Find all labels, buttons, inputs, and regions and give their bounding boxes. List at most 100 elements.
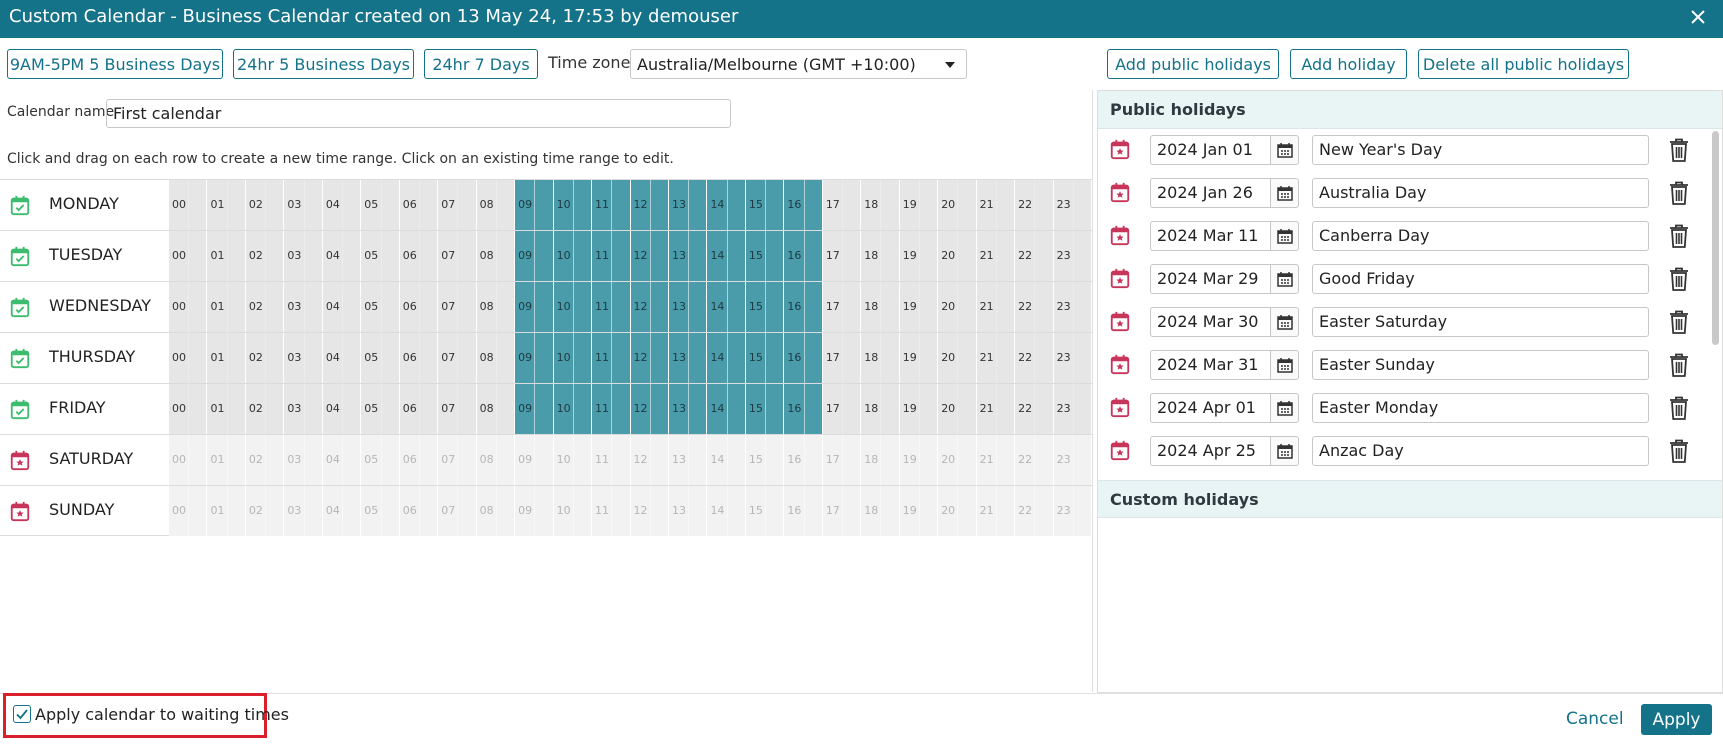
- hour-cell[interactable]: 11: [592, 384, 631, 434]
- hour-cell[interactable]: 20: [938, 384, 977, 434]
- hour-cell[interactable]: 09: [515, 384, 554, 434]
- hour-cell[interactable]: 23: [1053, 180, 1093, 230]
- preset-9am-5pm-button[interactable]: 9AM-5PM 5 Business Days: [7, 49, 223, 79]
- hour-cell[interactable]: 21: [976, 435, 1016, 485]
- holiday-date-input[interactable]: 2024 Mar 30: [1150, 307, 1270, 337]
- hour-cell[interactable]: 21: [976, 384, 1016, 434]
- hour-cell[interactable]: 23: [1053, 384, 1093, 434]
- hour-cell[interactable]: 01: [207, 486, 246, 536]
- hour-cell[interactable]: 13: [668, 282, 708, 332]
- hour-cell[interactable]: 16: [784, 384, 823, 434]
- hour-cell[interactable]: 14: [707, 486, 746, 536]
- holiday-date-input[interactable]: 2024 Mar 11: [1150, 221, 1270, 251]
- hour-cell[interactable]: 18: [861, 282, 900, 332]
- hour-cell[interactable]: 03: [284, 231, 323, 281]
- hour-cell[interactable]: 06: [399, 333, 439, 383]
- hour-cell[interactable]: 23: [1053, 231, 1093, 281]
- hour-cell[interactable]: 20: [938, 282, 977, 332]
- hour-cell[interactable]: 03: [284, 282, 323, 332]
- hour-cell[interactable]: 17: [822, 231, 862, 281]
- hour-cell[interactable]: 04: [322, 333, 362, 383]
- hour-cell[interactable]: 06: [399, 384, 439, 434]
- hour-cell[interactable]: 17: [822, 384, 862, 434]
- hour-cell[interactable]: 03: [284, 384, 323, 434]
- hour-cell[interactable]: 06: [399, 435, 439, 485]
- hour-cell[interactable]: 12: [630, 282, 669, 332]
- apply-waiting-times-checkbox[interactable]: [13, 705, 31, 723]
- hour-cell[interactable]: 12: [630, 486, 669, 536]
- holidays-scrollbar[interactable]: [1712, 131, 1719, 345]
- holiday-date-input[interactable]: 2024 Apr 01: [1150, 393, 1270, 423]
- calendar-picker-button[interactable]: [1270, 350, 1299, 380]
- holiday-name-input[interactable]: New Year's Day: [1312, 135, 1649, 165]
- hour-cell[interactable]: 03: [284, 333, 323, 383]
- hour-cell[interactable]: 03: [284, 486, 323, 536]
- hour-cell[interactable]: 13: [668, 333, 708, 383]
- hour-cell[interactable]: 02: [245, 282, 285, 332]
- hour-cell[interactable]: 04: [322, 180, 362, 230]
- trash-icon[interactable]: [1667, 223, 1691, 249]
- hour-cell[interactable]: 12: [630, 180, 669, 230]
- hour-cell[interactable]: 06: [399, 282, 439, 332]
- hour-cells[interactable]: 00 01 02 03 04 05 06 07 08 09 10 11 12 13 14 15 16 17 18 19…: [169, 384, 1093, 434]
- hour-cell[interactable]: 07: [438, 333, 477, 383]
- hour-cell[interactable]: 22: [1015, 231, 1054, 281]
- holiday-name-input[interactable]: Canberra Day: [1312, 221, 1649, 251]
- hour-cell[interactable]: 21: [976, 333, 1016, 383]
- hour-cell[interactable]: 15: [745, 435, 785, 485]
- hour-cell[interactable]: 02: [245, 333, 285, 383]
- trash-icon[interactable]: [1667, 352, 1691, 378]
- hour-cell[interactable]: 04: [322, 282, 362, 332]
- hour-cell[interactable]: 13: [668, 435, 708, 485]
- hour-cell[interactable]: 05: [361, 435, 400, 485]
- hour-cell[interactable]: 18: [861, 333, 900, 383]
- hour-cell[interactable]: 16: [784, 180, 823, 230]
- hour-cell[interactable]: 23: [1053, 486, 1093, 536]
- hour-cell[interactable]: 08: [476, 231, 516, 281]
- apply-waiting-times-option[interactable]: Apply calendar to waiting times: [3, 693, 289, 738]
- hour-cell[interactable]: 09: [515, 231, 554, 281]
- hour-cell[interactable]: 00: [169, 180, 208, 230]
- hour-cells[interactable]: 00 01 02 03 04 05 06 07 08 09 10 11 12 13 14 15 16 17 18 19…: [169, 231, 1093, 281]
- close-icon[interactable]: [1687, 6, 1709, 28]
- hour-cell[interactable]: 06: [399, 180, 439, 230]
- hour-cell[interactable]: 00: [169, 282, 208, 332]
- hour-cell[interactable]: 08: [476, 486, 516, 536]
- trash-icon[interactable]: [1667, 438, 1691, 464]
- hour-cell[interactable]: 18: [861, 180, 900, 230]
- hour-cell[interactable]: 00: [169, 333, 208, 383]
- hour-cell[interactable]: 17: [822, 486, 862, 536]
- hour-cell[interactable]: 05: [361, 486, 400, 536]
- holiday-date-input[interactable]: 2024 Jan 26: [1150, 178, 1270, 208]
- hour-cell[interactable]: 13: [668, 231, 708, 281]
- hour-cell[interactable]: 18: [861, 435, 900, 485]
- hour-cell[interactable]: 01: [207, 180, 246, 230]
- calendar-picker-button[interactable]: [1270, 393, 1299, 423]
- hour-cell[interactable]: 07: [438, 282, 477, 332]
- holiday-date-input[interactable]: 2024 Mar 29: [1150, 264, 1270, 294]
- holiday-name-input[interactable]: Easter Monday: [1312, 393, 1649, 423]
- hour-cell[interactable]: 04: [322, 435, 362, 485]
- calendar-name-input[interactable]: First calendar: [106, 99, 731, 128]
- hour-cell[interactable]: 16: [784, 282, 823, 332]
- hour-cells[interactable]: 00 01 02 03 04 05 06 07 08 09 10 11 12 13 14 15 16 17 18 19…: [169, 486, 1093, 536]
- hour-cell[interactable]: 02: [245, 384, 285, 434]
- hour-cell[interactable]: 13: [668, 486, 708, 536]
- hour-cell[interactable]: 11: [592, 231, 631, 281]
- hour-cell[interactable]: 06: [399, 486, 439, 536]
- hour-cell[interactable]: 05: [361, 384, 400, 434]
- hour-cell[interactable]: 13: [668, 180, 708, 230]
- hour-cell[interactable]: 15: [745, 486, 785, 536]
- calendar-picker-button[interactable]: [1270, 307, 1299, 337]
- hour-cell[interactable]: 18: [861, 231, 900, 281]
- holiday-date-input[interactable]: 2024 Jan 01: [1150, 135, 1270, 165]
- hour-cell[interactable]: 08: [476, 282, 516, 332]
- hour-cell[interactable]: 22: [1015, 282, 1054, 332]
- timezone-select[interactable]: Australia/Melbourne (GMT +10:00): [630, 49, 967, 79]
- hour-cell[interactable]: 21: [976, 231, 1016, 281]
- hour-cell[interactable]: 10: [553, 333, 593, 383]
- hour-cell[interactable]: 10: [553, 435, 593, 485]
- hour-cell[interactable]: 15: [745, 180, 785, 230]
- hour-cells[interactable]: 00 01 02 03 04 05 06 07 08 09 10 11 12 13 14 15 16 17 18 19…: [169, 333, 1093, 383]
- hour-cell[interactable]: 14: [707, 435, 746, 485]
